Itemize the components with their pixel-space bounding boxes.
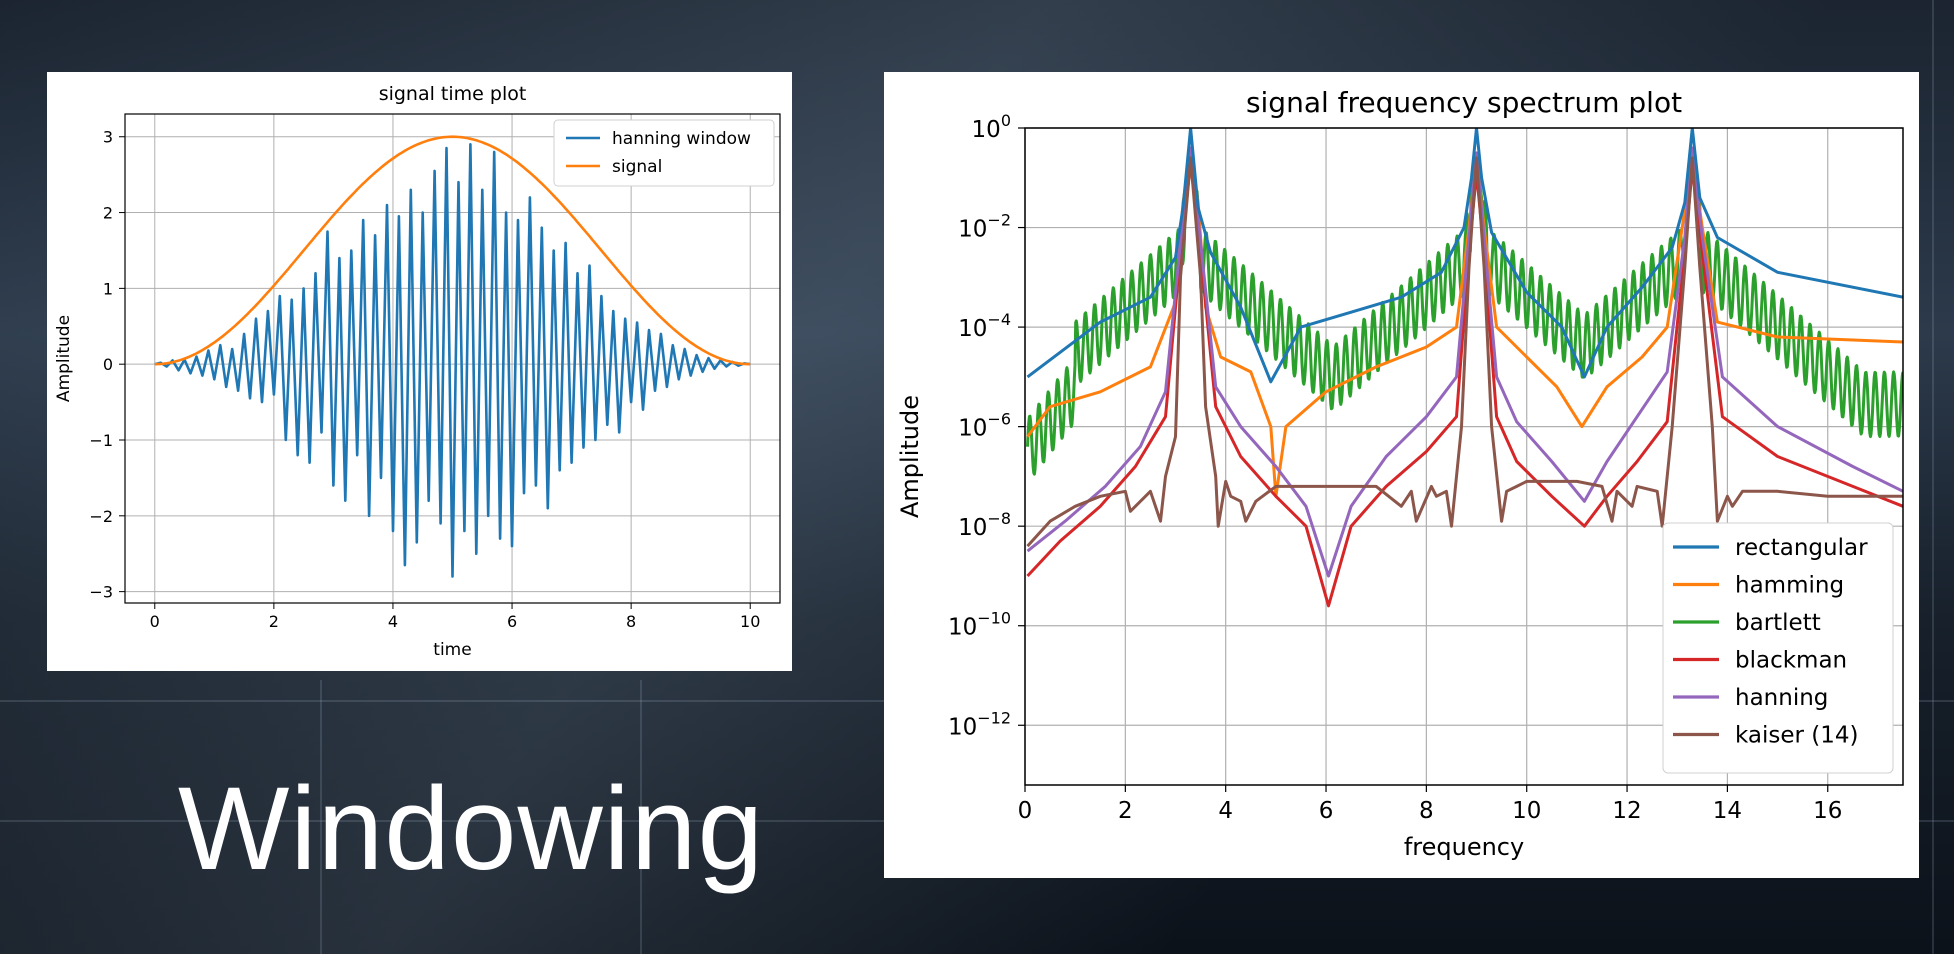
x-tick-label: 10 [740,612,760,631]
x-tick-label: 14 [1713,798,1742,824]
plot-frame [124,113,781,604]
plot-area [1026,128,1903,608]
y-tick-label: 10−4 [958,310,1011,342]
x-tick-label: 8 [626,612,636,631]
y-tick-label: 10−6 [958,410,1011,442]
x-tick-label: 10 [1512,798,1541,824]
legend-label: signal [612,157,662,177]
y-axis-label: Amplitude [54,315,74,402]
x-axis-label: time [433,640,471,660]
x-tick-label: 0 [1018,798,1033,824]
y-tick-exponent: −2 [987,211,1011,230]
y-tick-label: −3 [89,583,113,602]
x-tick-label: 4 [388,612,398,631]
y-tick-base: 10 [958,515,987,541]
x-tick-label: 0 [150,612,160,631]
y-tick-exponent: −12 [977,708,1011,727]
series-line-hanning-window [154,143,751,578]
series-line-kaiser-14- [1026,156,1903,548]
legend-label: hanning [1735,685,1828,711]
spectrum-plot-panel: signal frequency spectrum plot 0 2 4 6 8 10 12 1… [884,72,1919,878]
y-tick-base: 10 [948,615,977,641]
x-tick-label: 12 [1612,798,1641,824]
y-tick-label: 10−12 [948,708,1011,740]
y-tick-base: 10 [948,714,977,740]
y-tick-label: 0 [103,355,113,374]
time-plot-panel: signal time plot 0 2 4 6 8 10 −3 −2 −1 0 1 2 3 time Amp… [47,72,792,671]
spectrum-plot-chart: signal frequency spectrum plot 0 2 4 6 8 10 12 1… [896,86,1904,861]
y-tick-base: 10 [958,416,987,442]
slide-title: Windowing [178,763,765,895]
y-tick-label: 2 [103,204,113,223]
y-axis-label: Amplitude [896,395,924,518]
series-line-signal [154,135,751,366]
y-tick-label: −2 [89,507,113,526]
background-line [320,680,322,954]
legend-label: bartlett [1735,610,1821,636]
legend: rectangular hamming bartlett blackman hannin… [1662,522,1894,774]
y-tick-label: 10−10 [948,609,1011,641]
legend-box [1662,522,1894,774]
y-tick-exponent: 0 [1001,111,1011,130]
background-line [1932,0,1934,954]
y-tick-label: 100 [972,111,1011,143]
legend-label: blackman [1735,648,1847,674]
x-tick-label: 6 [1319,798,1334,824]
y-tick-base: 10 [958,217,987,243]
legend-label: rectangular [1735,535,1868,561]
time-plot-chart: signal time plot 0 2 4 6 8 10 −3 −2 −1 0 1 2 3 time Amp… [54,83,781,660]
chart-title: signal frequency spectrum plot [1246,86,1682,119]
y-tick-label: 3 [103,128,113,147]
x-axis-label: frequency [1404,833,1524,861]
y-tick-base: 10 [958,316,987,342]
x-tick-label: 16 [1813,798,1842,824]
plot-frame [1024,127,1904,786]
y-tick-exponent: −6 [987,410,1011,429]
x-tick-label: 2 [269,612,279,631]
y-tick-exponent: −8 [987,509,1011,528]
y-tick-label: 1 [103,279,113,298]
y-tick-exponent: −10 [977,609,1011,628]
series-line-bartlett [1026,156,1903,476]
chart-title: signal time plot [379,83,527,105]
y-tick-label: −1 [89,431,113,450]
legend-label: hanning window [612,129,751,149]
y-tick-exponent: −4 [987,310,1011,329]
x-tick-label: 6 [507,612,517,631]
y-tick-base: 10 [972,117,1001,143]
legend: hanning window signal [553,119,775,187]
x-tick-label: 4 [1218,798,1233,824]
y-tick-label: 10−8 [958,509,1011,541]
legend-label: hamming [1735,573,1844,599]
x-tick-label: 2 [1118,798,1133,824]
x-tick-label: 8 [1419,798,1434,824]
legend-box [553,119,775,187]
legend-label: kaiser (14) [1735,723,1859,749]
background-line [640,680,642,954]
series-line-rectangular [1026,128,1903,384]
y-tick-label: 10−2 [958,211,1011,243]
